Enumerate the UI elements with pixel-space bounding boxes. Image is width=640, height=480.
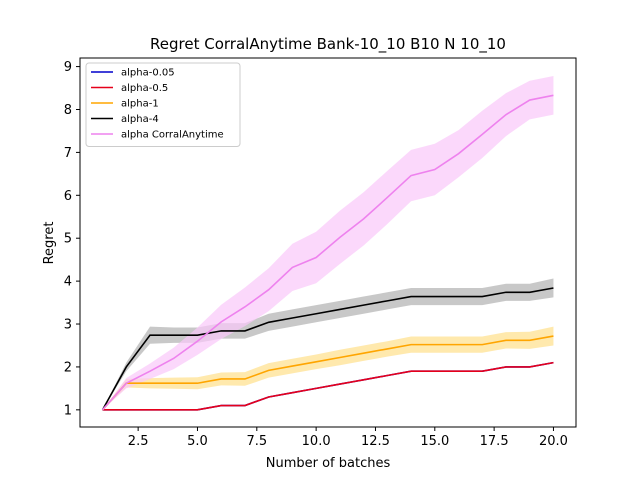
legend-box (85, 62, 241, 147)
y-tick-label: 6 (64, 189, 72, 204)
x-tick-label: 7.5 (246, 434, 267, 449)
x-tick-label: 10.0 (302, 434, 331, 449)
legend-label-alpha-0-05: alpha-0.05 (121, 68, 175, 79)
y-tick-label: 2 (64, 360, 72, 375)
legend-label-alpha-corralanytime: alpha CorralAnytime (121, 130, 224, 141)
x-tick-label: 15.0 (420, 434, 449, 449)
x-tick-label: 17.5 (480, 434, 509, 449)
series-lines (101, 94, 554, 411)
y-axis-ticks: 1 2 3 4 5 6 7 8 9 (64, 60, 80, 418)
band-alpha-1 (102, 326, 554, 410)
legend-label-alpha-4: alpha-4 (121, 114, 159, 125)
legend-label-alpha-0-5: alpha-0.5 (121, 83, 168, 94)
chart-title: Regret CorralAnytime Bank-10_10 B10 N 10… (150, 35, 506, 54)
x-axis-ticks: 2.5 5.0 7.5 10.0 12.5 15.0 17.5 20.0 (128, 427, 568, 449)
series-line-alpha-0-5 (102, 361, 554, 411)
y-axis-label: Regret (42, 222, 57, 265)
y-tick-label: 9 (64, 60, 72, 75)
series-line-alpha-corralanytime (101, 94, 554, 411)
series-line-alpha-1 (101, 335, 554, 411)
x-tick-label: 2.5 (128, 434, 149, 449)
y-tick-label: 5 (64, 232, 72, 247)
x-tick-label: 5.0 (187, 434, 208, 449)
legend: alpha-0.05 alpha-0.5 alpha-1 alpha-4 alpha C… (85, 62, 241, 147)
y-tick-label: 3 (64, 318, 72, 333)
y-tick-label: 4 (64, 275, 72, 290)
y-tick-label: 7 (64, 146, 72, 161)
legend-label-alpha-1: alpha-1 (121, 99, 159, 110)
y-tick-label: 8 (64, 103, 72, 118)
x-tick-label: 20.0 (539, 434, 568, 449)
y-tick-label: 1 (64, 403, 72, 418)
x-axis-label: Number of batches (266, 456, 391, 471)
x-tick-label: 12.5 (361, 434, 390, 449)
plot-frame (79, 57, 577, 428)
series-line-alpha-4 (101, 287, 554, 411)
